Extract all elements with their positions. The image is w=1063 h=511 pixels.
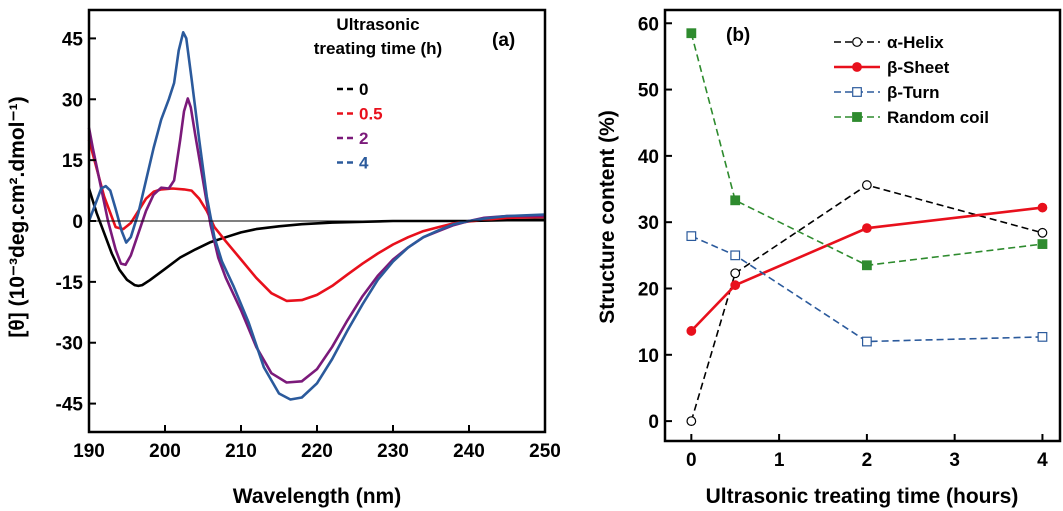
data-point-β-Turn [1037,331,1048,342]
x-axis-ticks-b: 0 1 2 3 4 [686,434,1048,471]
y-tick-label-b: 40 [638,147,659,168]
y-tick-label-a: 15 [62,151,84,172]
legend-label-4: 4 [359,154,369,173]
legend-label-Random coil: Random coil [887,108,989,127]
y-tick-label-a: 30 [62,90,83,111]
legend-marker-Random coil [852,112,862,122]
y-axis-ticks-b: 0 10 20 30 40 50 60 [638,14,672,433]
data-point-Random coil [730,195,741,206]
data-point-β-Turn [861,336,872,347]
cd-curve-0 [87,188,546,288]
legend-title: Ultrasonic treating time (h) [314,15,442,58]
panel-label-b: (b) [726,25,750,46]
y-tick-label-a: -15 [56,273,84,294]
x-axis-title-a: Wavelength (nm) [233,485,401,508]
data-point-β-Sheet [861,223,872,234]
legend-b: α-Helix β-Sheet β-Turn Random coil [834,33,989,127]
legend-label-β-Sheet: β-Sheet [887,58,950,77]
y-tick-label-b: 10 [638,346,659,367]
x-axis-ticks-a: 190 200 210 220 230 240 250 [73,425,561,462]
x-tick-label-b: 3 [949,450,960,471]
y-axis-title-a: [θ] (10⁻³deg.cm².dmol⁻¹) [6,96,29,337]
data-point-α-Helix [1037,227,1048,238]
data-point-β-Turn [686,231,697,242]
series-line-α-Helix [690,184,1043,422]
x-tick-label-b: 0 [686,450,697,471]
legend-label-0.5: 0.5 [359,105,383,124]
y-tick-label-a: 0 [72,212,83,233]
legend-a: Ultrasonic treating time (h) 0 0.5 2 4 [314,15,442,173]
y-tick-label-b: 20 [638,279,659,300]
data-point-α-Helix [730,268,741,279]
x-tick-label-a: 220 [301,441,333,462]
legend-marker-α-Helix [852,37,862,47]
data-point-Random coil [1037,239,1048,249]
legend-label-β-Turn: β-Turn [887,83,940,102]
x-tick-label-b: 1 [774,450,785,471]
structure-series-markers [686,28,1048,427]
x-tick-label-a: 240 [453,441,485,462]
data-point-α-Helix [861,180,872,190]
legend-items-a: 0 0.5 2 4 [337,80,383,173]
y-tick-label-b: 60 [638,14,659,35]
x-axis-title-b: Ultrasonic treating time (hours) [706,485,1019,508]
y-tick-label-b: 0 [648,412,659,433]
y-tick-label-b: 50 [638,81,659,102]
series-line-β-Sheet [690,206,1043,332]
data-point-β-Turn [730,250,741,261]
cd-curve-2 [87,97,545,384]
structure-content-panel: 0 1 2 3 4 0 10 20 30 40 50 60 Ultrasonic treating … [596,8,1062,508]
panel-label-a: (a) [492,30,515,51]
legend-marker-β-Turn [852,87,862,97]
data-point-β-Sheet [730,280,741,291]
legend-marker-β-Sheet [852,62,862,72]
x-tick-label-a: 200 [149,441,181,462]
x-tick-label-a: 210 [225,441,257,462]
data-point-Random coil [686,28,697,39]
series-line-β-Turn [690,235,1043,343]
x-tick-label-b: 2 [862,450,873,471]
cd-curve-0.5 [87,139,546,303]
y-tick-label-a: -30 [56,334,83,355]
y-tick-label-a: -45 [56,395,84,416]
cd-spectra-curves [87,30,546,401]
data-point-β-Sheet [686,326,697,336]
y-tick-label-a: 45 [62,29,84,50]
y-axis-title-b: Structure content (%) [596,110,619,324]
legend-label-0: 0 [359,80,368,99]
legend-label-2: 2 [359,129,368,148]
plot-frame-b [663,8,1062,443]
x-tick-label-b: 4 [1037,450,1048,471]
data-point-Random coil [861,260,872,271]
y-tick-label-b: 30 [638,213,659,234]
x-tick-label-a: 250 [529,441,561,462]
x-tick-label-a: 230 [377,441,409,462]
series-line-Random coil [690,32,1043,267]
data-point-α-Helix [686,416,697,427]
structure-series-lines [690,32,1043,422]
x-tick-label-a: 190 [73,441,105,462]
y-axis-ticks-a: -45 -30 -15 0 15 30 45 [56,29,96,416]
legend-label-α-Helix: α-Helix [887,33,944,52]
cd-curve-4 [87,30,546,401]
data-point-β-Sheet [1037,202,1048,213]
